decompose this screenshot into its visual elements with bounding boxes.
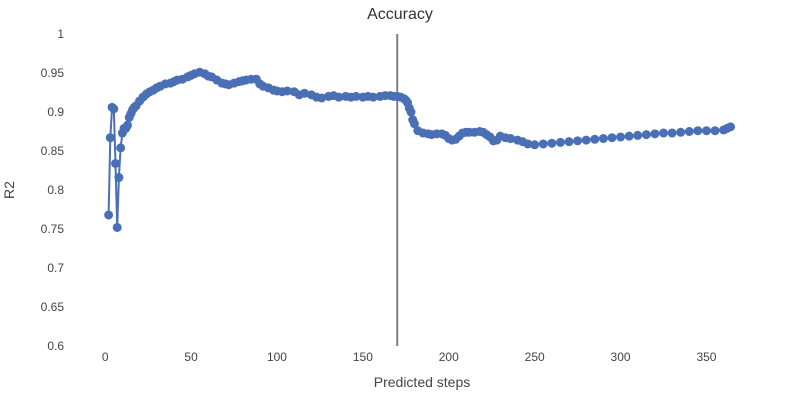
- data-point: [112, 222, 122, 232]
- data-point: [351, 91, 361, 101]
- data-point: [659, 128, 669, 138]
- y-tick-label: 0.85: [41, 144, 65, 158]
- series-line: [107, 71, 731, 229]
- data-point: [573, 136, 583, 146]
- y-tick-label: 0.9: [47, 105, 64, 119]
- x-tick-label: 300: [611, 350, 631, 364]
- data-point: [616, 132, 626, 142]
- data-point: [114, 173, 124, 183]
- data-point: [624, 131, 634, 141]
- y-tick-label: 0.6: [47, 339, 64, 353]
- data-point: [105, 133, 115, 143]
- y-tick-label: 0.75: [41, 222, 65, 236]
- data-point: [581, 135, 591, 145]
- data-point: [110, 158, 120, 168]
- y-tick-label: 0.8: [47, 183, 64, 197]
- x-tick-label: 250: [525, 350, 545, 364]
- data-point: [123, 120, 133, 130]
- data-point: [676, 127, 686, 137]
- x-tick-label: 50: [184, 350, 198, 364]
- data-point: [116, 143, 126, 153]
- data-point: [693, 126, 703, 136]
- data-point: [667, 128, 677, 138]
- x-tick-label: 200: [439, 350, 459, 364]
- data-point: [590, 134, 600, 144]
- data-point: [538, 139, 548, 149]
- chart-title: Accuracy: [367, 6, 433, 23]
- data-point: [641, 130, 651, 140]
- data-point: [523, 139, 533, 149]
- data-point: [109, 104, 119, 114]
- data-point: [650, 129, 660, 139]
- data-point: [726, 122, 736, 132]
- y-axis-title: R2: [1, 181, 17, 199]
- data-point: [317, 93, 327, 103]
- data-point: [564, 137, 574, 147]
- data-point: [368, 92, 378, 102]
- y-tick-label: 0.95: [41, 66, 65, 80]
- data-point: [409, 119, 419, 129]
- data-point: [710, 126, 720, 136]
- data-point: [633, 130, 643, 140]
- x-tick-label: 350: [696, 350, 716, 364]
- data-point: [530, 140, 540, 150]
- x-tick-label: 0: [102, 350, 109, 364]
- series-points: [104, 67, 736, 232]
- y-tick-label: 0.7: [47, 261, 64, 275]
- data-point: [701, 126, 711, 136]
- y-tick-label: 1: [57, 27, 64, 41]
- x-tick-label: 150: [353, 350, 373, 364]
- data-point: [598, 134, 608, 144]
- data-point: [547, 138, 557, 148]
- data-point: [334, 92, 344, 102]
- data-point: [282, 86, 292, 96]
- x-axis-title: Predicted steps: [374, 374, 471, 390]
- x-tick-label: 100: [267, 350, 287, 364]
- data-point: [506, 134, 516, 144]
- data-point: [555, 137, 565, 147]
- data-point: [684, 127, 694, 136]
- data-point: [607, 133, 617, 143]
- y-tick-label: 0.65: [41, 300, 65, 314]
- data-point: [406, 107, 416, 117]
- data-point: [104, 210, 114, 220]
- x-axis-ticks: 0 50 100 150 200 250 300 350: [102, 350, 717, 364]
- y-axis-ticks: 0.6 0.65 0.7 0.75 0.8 0.85 0.9 0.95 1: [41, 27, 65, 353]
- data-point: [299, 88, 309, 98]
